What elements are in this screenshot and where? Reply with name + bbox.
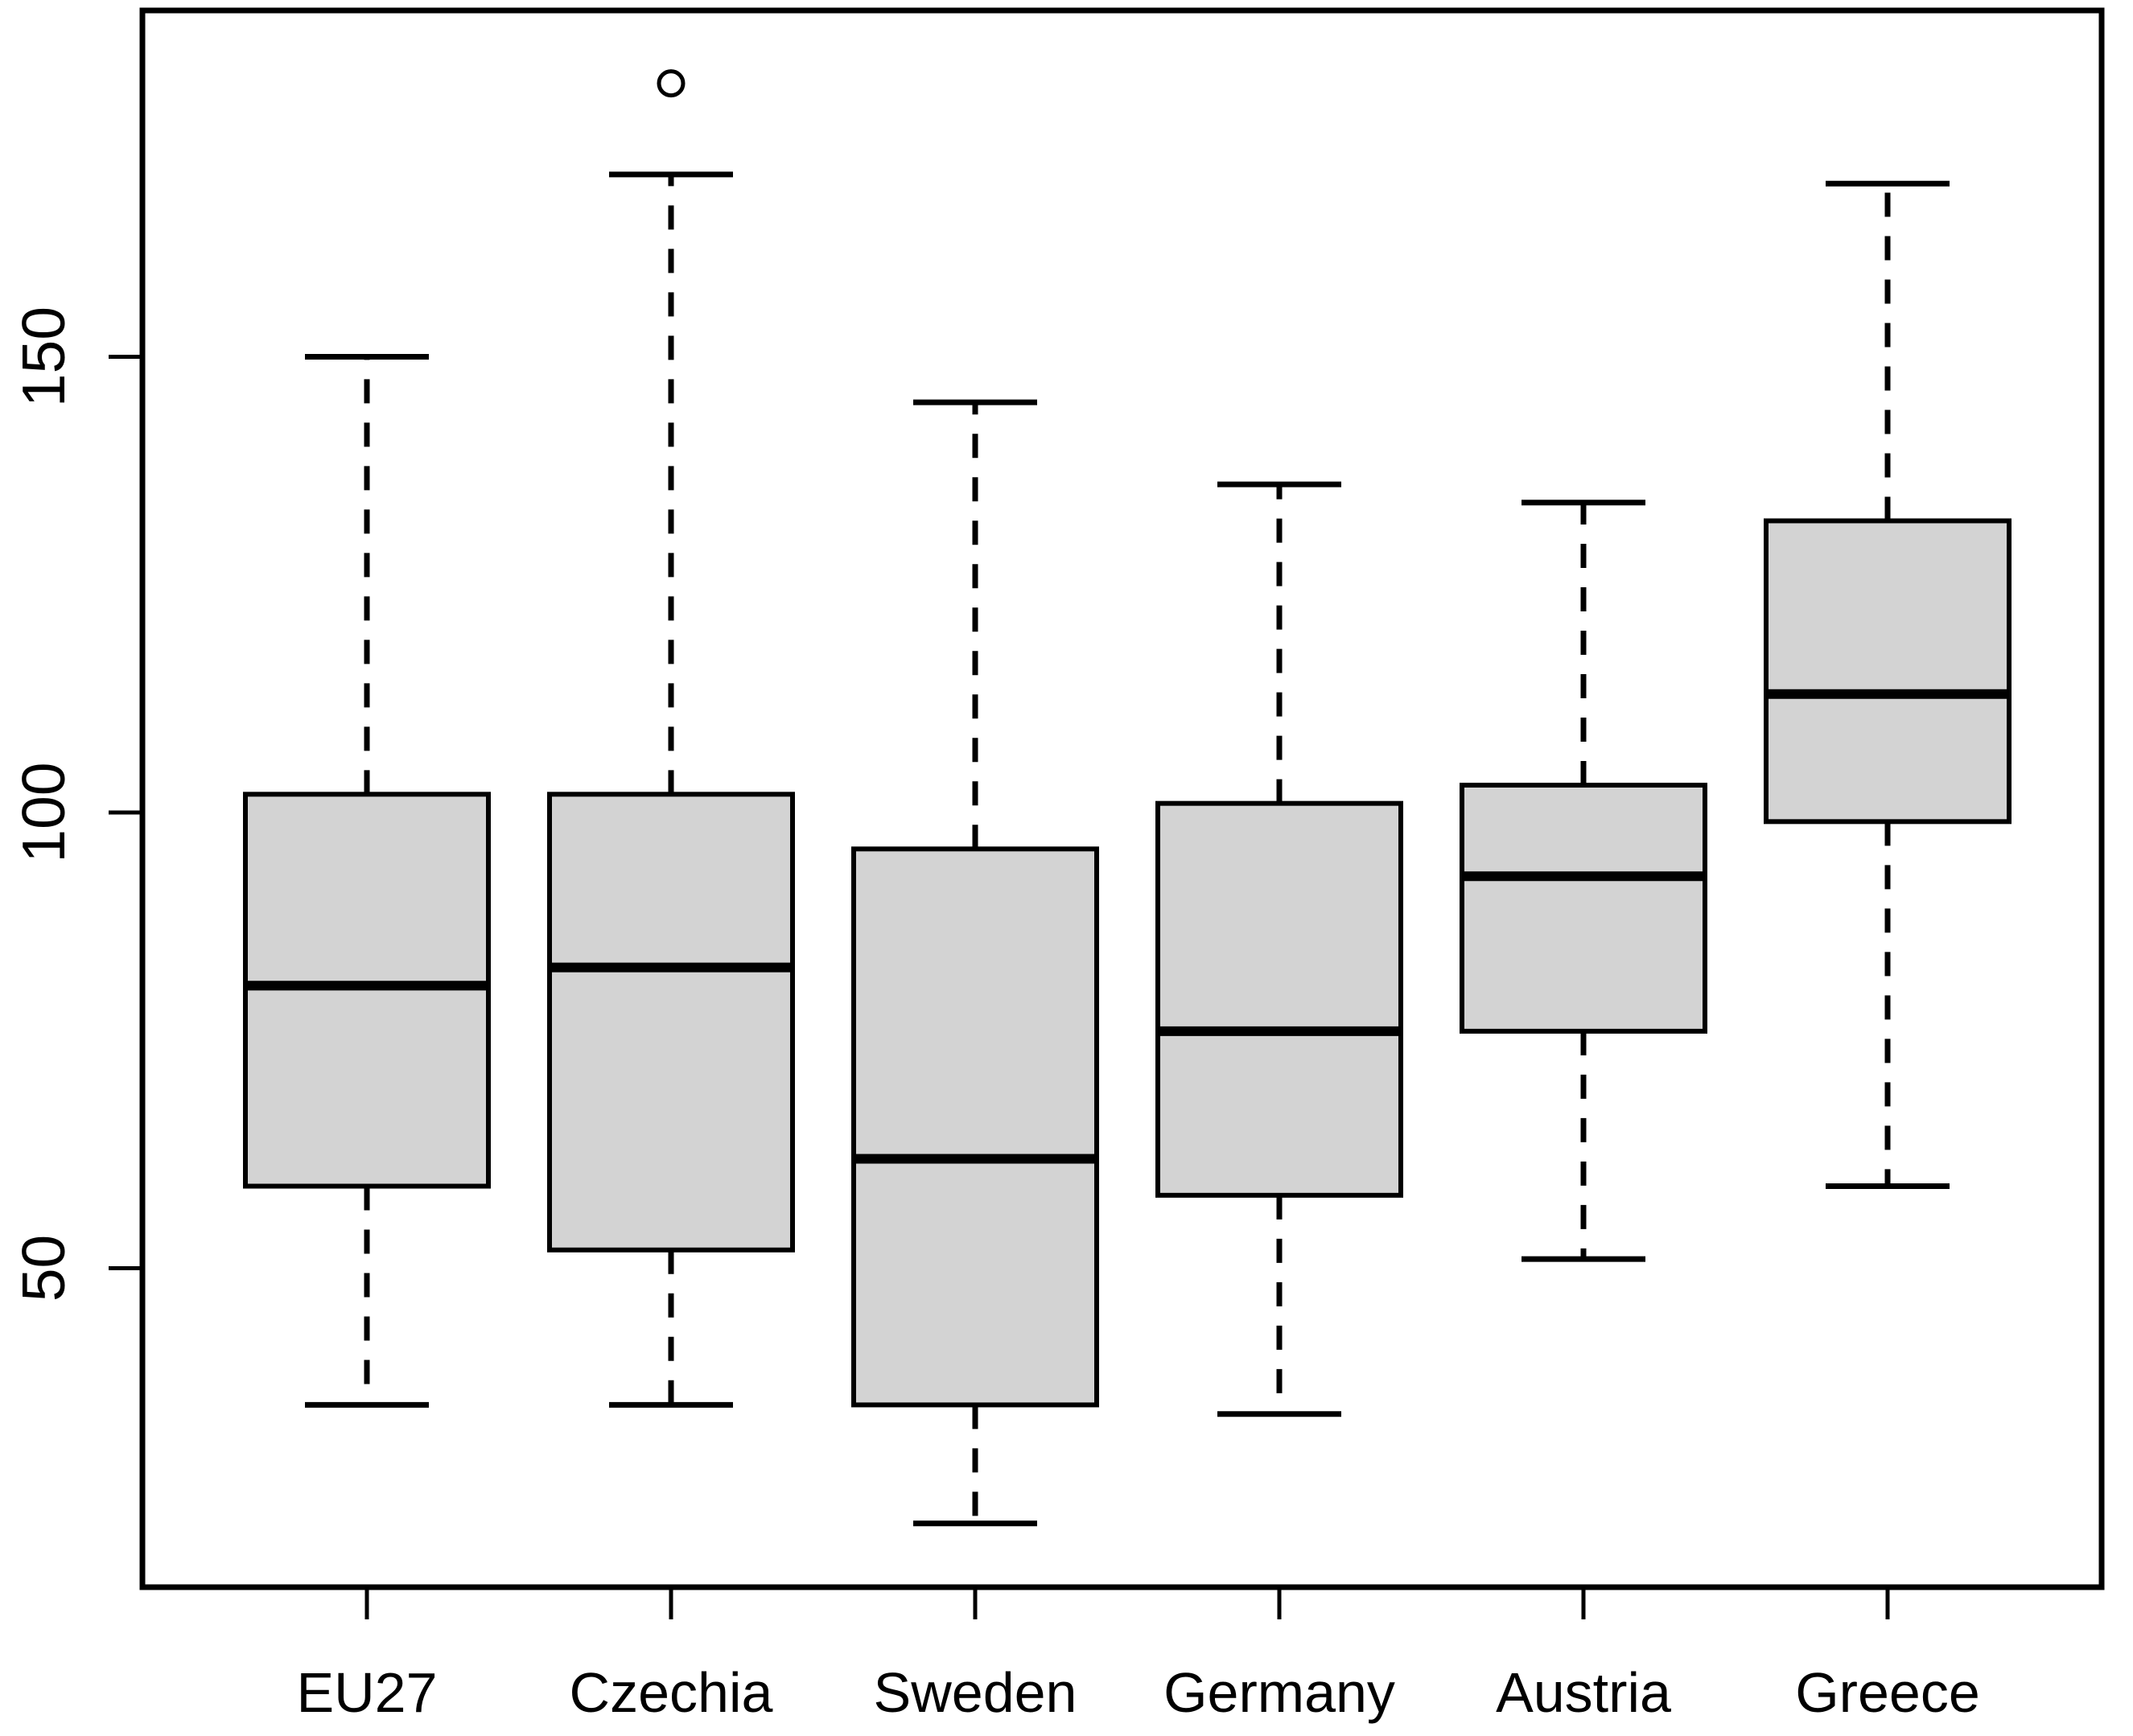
x-axis-label-germany: Germany: [1163, 1661, 1395, 1724]
x-axis-label-greece: Greece: [1795, 1661, 1980, 1724]
x-axis-label-sweden: Sweden: [874, 1661, 1077, 1724]
iqr-box-greece: [1764, 518, 2012, 825]
outlier-point-czechia: [657, 69, 686, 98]
x-axis-label-austria: Austria: [1496, 1661, 1671, 1724]
x-axis-label-eu27: EU27: [296, 1661, 437, 1724]
y-axis-label-50: 50: [10, 1235, 77, 1302]
iqr-box-czechia: [547, 792, 795, 1253]
plot-border: [139, 7, 2105, 1590]
iqr-box-germany: [1155, 800, 1403, 1198]
iqr-box-austria: [1460, 783, 1707, 1034]
x-axis-label-czechia: Czechia: [570, 1661, 773, 1724]
y-axis-label-150: 150: [10, 306, 77, 407]
y-axis-label-100: 100: [10, 762, 77, 862]
iqr-box-sweden: [851, 846, 1099, 1408]
